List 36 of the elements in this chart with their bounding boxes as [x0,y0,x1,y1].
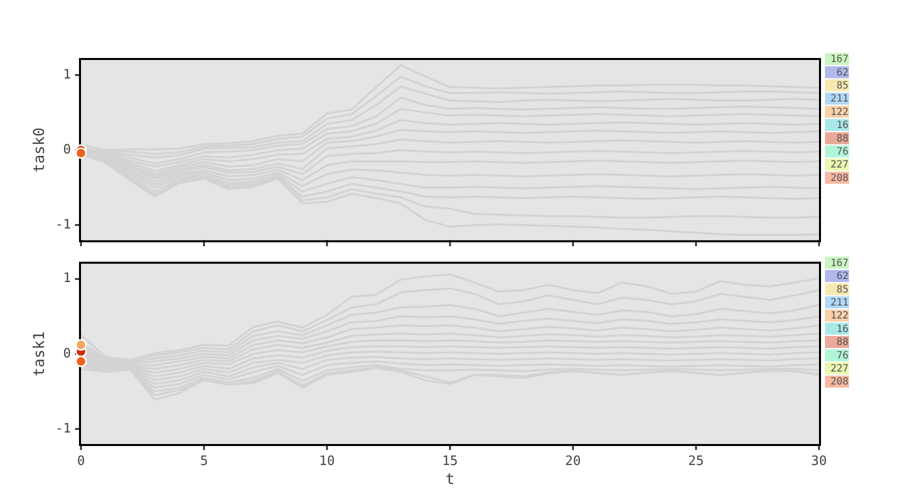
legend-label: 167 [830,54,848,66]
legend-label: 88 [836,337,848,348]
x-tick-label: 25 [688,454,704,470]
legend-label: 211 [830,94,848,105]
y-axis-title: task0 [30,128,48,173]
y-tick-label: 1 [63,67,71,82]
x-tick-label: 15 [442,454,458,470]
legend-label: 16 [836,120,848,132]
legend-label: 167 [830,258,848,269]
y-tick-label: 0 [63,142,71,158]
legend-label: 85 [836,284,848,296]
x-tick-label: 0 [77,454,85,470]
legend-label: 227 [830,160,848,171]
legend-label: 122 [830,106,848,118]
x-tick-label: 5 [200,454,208,470]
x-tick-label: 30 [811,454,827,470]
legend-label: 122 [830,310,848,322]
legend-label: 208 [830,172,848,184]
legend-label: 227 [830,363,848,374]
legend-label: 76 [836,350,848,362]
y-tick-label: 1 [63,271,71,286]
y-tick-label: -1 [55,218,71,233]
legend-label: 211 [830,297,848,308]
y-axis-title: task1 [30,331,48,376]
y-tick-label: -1 [55,421,71,436]
legend-label: 62 [836,67,848,78]
legend-label: 16 [836,324,848,335]
x-axis-title: t [445,470,455,488]
y-tick-label: 0 [63,346,71,362]
legend-label: 85 [836,80,848,92]
x-tick-label: 10 [319,454,335,470]
legend-label: 88 [836,133,848,144]
x-tick-label: 20 [565,454,581,470]
legend-label: 62 [836,271,848,282]
legend-label: 76 [836,146,848,158]
legend-label: 208 [830,376,848,388]
